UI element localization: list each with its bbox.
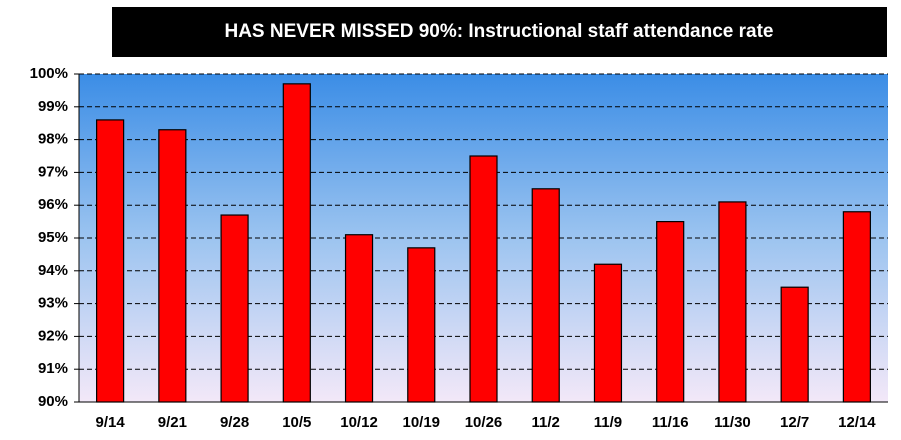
x-tick-label: 11/2 [532,414,560,431]
bar [842,211,871,403]
bar [96,119,125,403]
x-tick-label: 10/19 [402,414,440,431]
x-tick-label: 12/7 [780,414,809,431]
y-tick-label: 92% [38,327,68,344]
bar [220,214,249,403]
x-tick-label: 9/21 [158,414,187,431]
y-tick-label: 90% [38,393,68,410]
y-tick-label: 100% [30,65,68,82]
bar [158,129,187,403]
bar [407,247,436,403]
bar [780,286,809,403]
bar [344,234,374,403]
x-tick-label: 9/14 [96,414,126,431]
bar [531,188,560,403]
x-tick-label: 10/5 [282,414,311,431]
x-tick-label: 11/30 [714,414,751,431]
y-tick-label: 93% [38,295,68,312]
y-tick-label: 97% [38,163,68,180]
bar [469,155,498,403]
y-tick-label: 99% [38,98,68,115]
bar [593,263,623,403]
x-tick-label: 11/16 [652,414,689,431]
y-tick-label: 94% [38,262,68,279]
y-tick-label: 96% [38,196,68,213]
x-tick-label: 10/12 [340,414,378,431]
y-tick-label: 95% [38,229,68,246]
x-tick-label: 11/9 [594,414,622,431]
bar [656,221,685,403]
y-tick-label: 98% [38,131,68,148]
x-tick-label: 12/14 [838,414,876,431]
bar [718,201,747,403]
chart-title: HAS NEVER MISSED 90%: Instructional staf… [224,21,773,42]
y-tick-label: 91% [38,360,68,377]
x-tick-label: 9/28 [220,414,249,431]
title-box [112,7,887,57]
bar [282,83,311,403]
x-tick-label: 10/26 [465,414,503,431]
